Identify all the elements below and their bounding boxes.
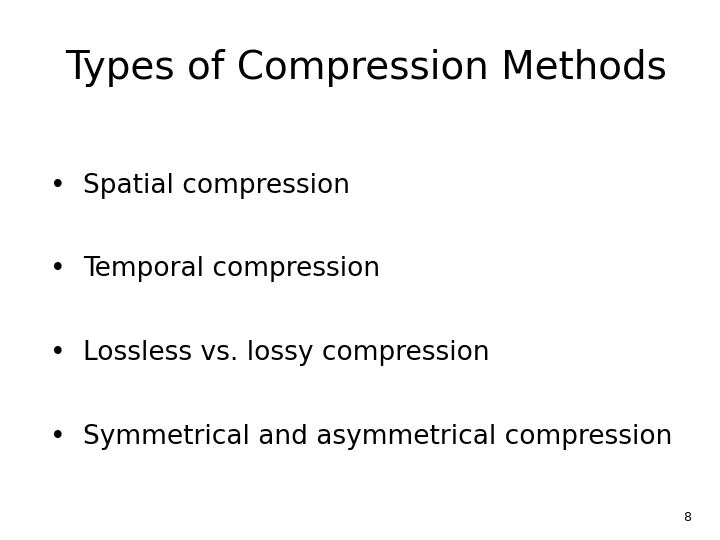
Text: 8: 8 (683, 511, 691, 524)
Text: Symmetrical and asymmetrical compression: Symmetrical and asymmetrical compression (83, 424, 672, 450)
Text: Temporal compression: Temporal compression (83, 256, 380, 282)
Text: •: • (50, 173, 66, 199)
Text: •: • (50, 340, 66, 366)
Text: •: • (50, 256, 66, 282)
Text: •: • (50, 424, 66, 450)
Text: Spatial compression: Spatial compression (83, 173, 350, 199)
Text: Lossless vs. lossy compression: Lossless vs. lossy compression (83, 340, 490, 366)
Text: Types of Compression Methods: Types of Compression Methods (65, 49, 667, 86)
